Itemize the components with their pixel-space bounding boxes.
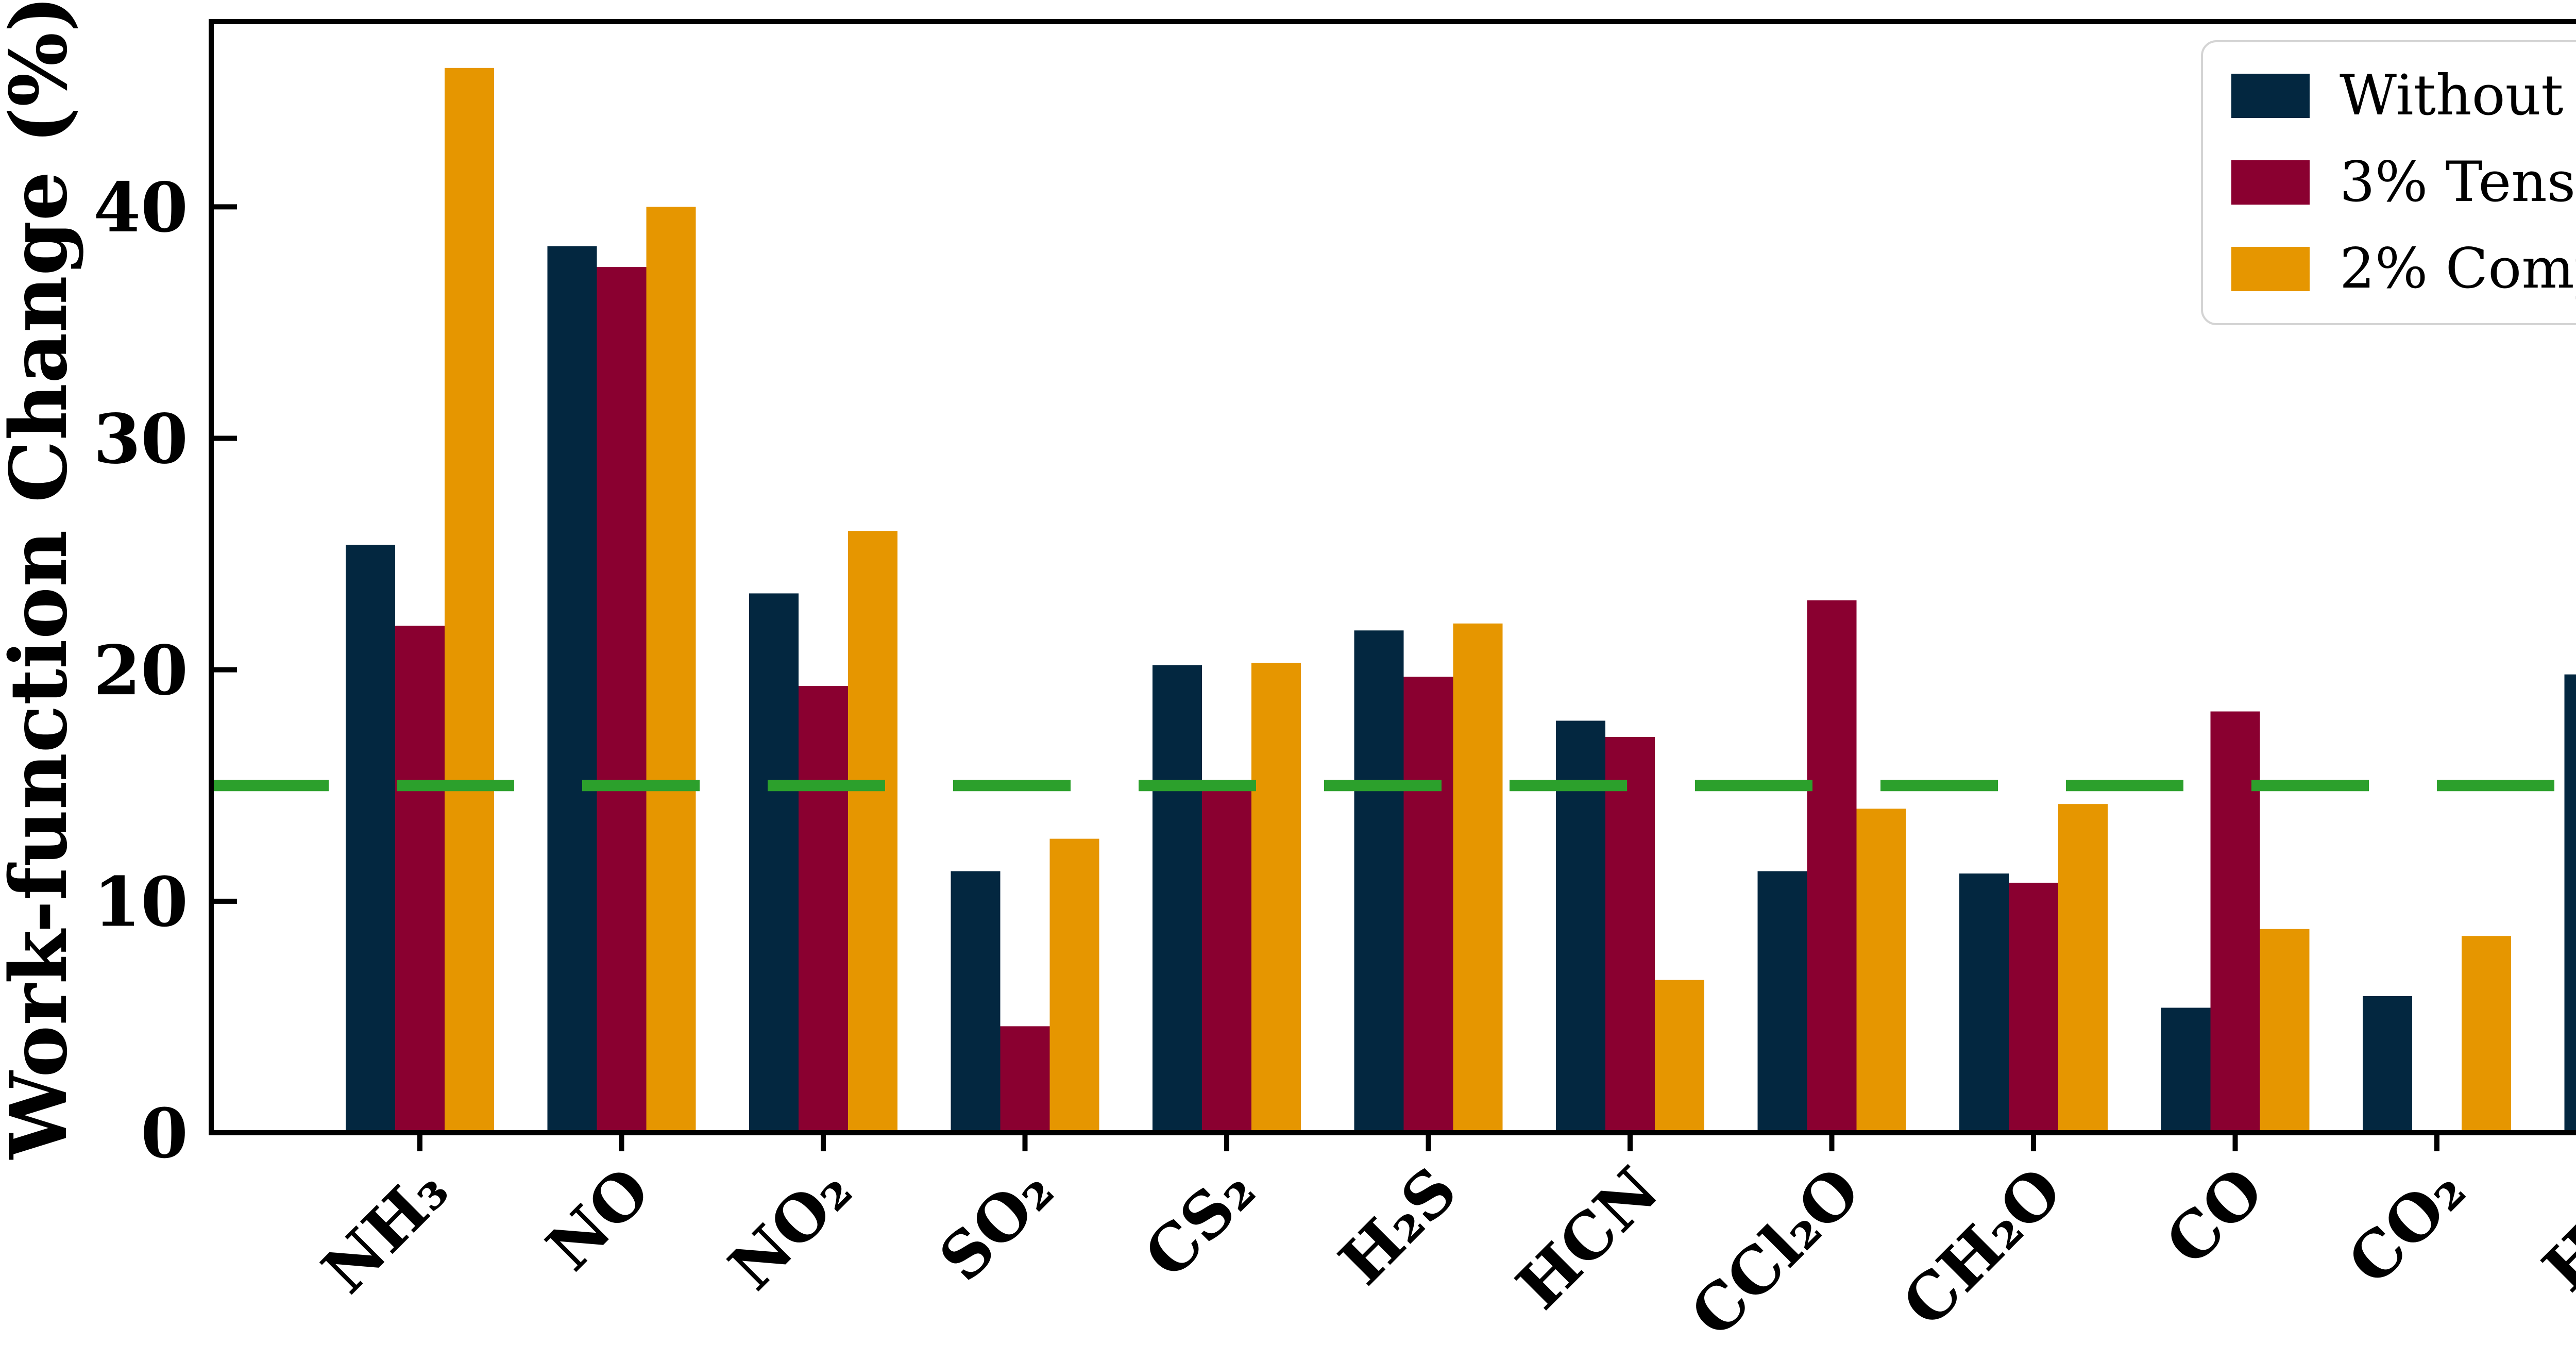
- bar: [951, 871, 1001, 1133]
- x-tick-label: CO: [2151, 1153, 2278, 1280]
- bar: [346, 545, 395, 1133]
- legend-swatch-compressive-strain: [2231, 247, 2310, 292]
- bar: [1354, 630, 1404, 1133]
- x-tick-label: NO₂: [715, 1153, 866, 1304]
- x-tick-label: NO: [532, 1153, 664, 1285]
- x-tick-label: H₂O: [2529, 1153, 2576, 1305]
- y-axis-label: Work-function Change (%): [0, 0, 84, 1160]
- bar: [1049, 838, 1099, 1133]
- bar: [646, 207, 696, 1133]
- bar: [1959, 873, 2009, 1133]
- bar: [445, 68, 494, 1133]
- legend-item-compressive-strain: 2% Compressive Strain: [2231, 237, 2576, 301]
- legend: Without Strain 3% Tensile Strain 2% Comp…: [2201, 40, 2576, 325]
- bar: [1000, 1026, 1050, 1133]
- bar: [2462, 936, 2511, 1133]
- x-tick-label: NH₃: [308, 1153, 463, 1307]
- bar: [848, 531, 897, 1133]
- legend-label-tensile-strain: 3% Tensile Strain: [2340, 150, 2576, 215]
- bar: [1856, 809, 1906, 1133]
- bar: [395, 626, 445, 1133]
- bar: [1757, 871, 1807, 1133]
- bar: [2363, 996, 2412, 1133]
- legend-swatch-without-strain: [2231, 74, 2310, 119]
- legend-item-tensile-strain: 3% Tensile Strain: [2231, 150, 2576, 214]
- bar: [2009, 882, 2058, 1133]
- bar: [2210, 711, 2260, 1133]
- bar: [1403, 677, 1453, 1133]
- y-tick-label: 30: [93, 399, 188, 479]
- legend-label-compressive-strain: 2% Compressive Strain: [2340, 237, 2576, 301]
- x-tick-label: CO₂: [2333, 1153, 2479, 1299]
- bar: [1655, 980, 1704, 1133]
- x-tick-label: CCl₂O: [1676, 1153, 1874, 1351]
- x-tick-label: CS₂: [1130, 1153, 1269, 1292]
- x-tick-label: CH₂O: [1888, 1153, 2076, 1341]
- bar: [749, 593, 799, 1133]
- y-tick-label: 0: [141, 1094, 188, 1174]
- bar: [1202, 790, 1251, 1133]
- x-tick-label: SO₂: [925, 1153, 1067, 1296]
- bar: [2260, 929, 2310, 1133]
- bar: [2058, 804, 2108, 1133]
- bar: [799, 686, 848, 1133]
- y-tick-label: 10: [93, 862, 188, 942]
- bar: [1153, 665, 1202, 1133]
- bar: [1251, 663, 1301, 1133]
- plot-border: [209, 19, 2576, 1135]
- legend-item-without-strain: Without Strain: [2231, 63, 2576, 128]
- legend-label-without-strain: Without Strain: [2340, 63, 2576, 128]
- x-tick-label: H₂S: [1325, 1153, 1471, 1299]
- bar: [2564, 674, 2576, 1133]
- bar: [1807, 600, 1857, 1133]
- y-tick-label: 20: [93, 631, 188, 711]
- bar: [1453, 623, 1503, 1133]
- legend-swatch-tensile-strain: [2231, 160, 2310, 205]
- bar: [547, 246, 597, 1133]
- x-tick-label: HCN: [1502, 1153, 1673, 1323]
- y-tick-label: 40: [93, 168, 188, 248]
- bar: [1605, 736, 1655, 1133]
- bar: [597, 267, 647, 1133]
- bar: [2161, 1008, 2211, 1133]
